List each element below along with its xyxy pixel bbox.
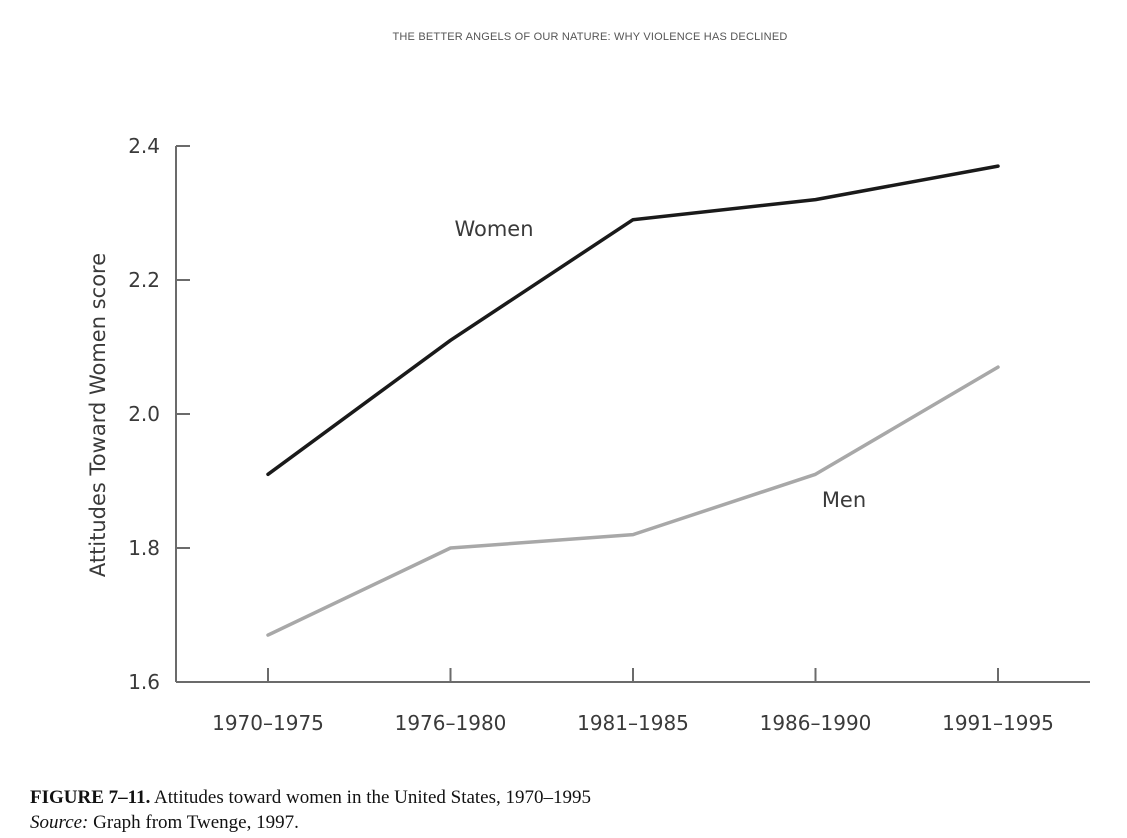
y-tick-label: 2.2	[128, 268, 160, 292]
x-tick-label: 1986–1990	[760, 711, 872, 735]
y-tick-label: 2.0	[128, 402, 160, 426]
y-tick-label: 1.8	[128, 536, 160, 560]
source-text: Graph from Twenge, 1997.	[88, 812, 299, 833]
series-line-women	[266, 164, 1000, 477]
y-axis-ticks: 1.6 1.8 2.0 2.2 2.4	[128, 134, 190, 694]
source-label: Source:	[30, 812, 89, 833]
x-tick-label: 1981–1985	[577, 711, 689, 735]
figure-number: FIGURE 7–11.	[30, 787, 151, 808]
source-line: Source: Graph from Twenge, 1997.	[30, 810, 591, 835]
series-line-men	[266, 365, 1000, 637]
caption-text: Attitudes toward women in the United Sta…	[150, 787, 592, 808]
attitudes-line-chart: 1.6 1.8 2.0 2.2 2.4 1970–1975 1976–1980 1981–1…	[86, 134, 1090, 735]
x-tick-label: 1976–1980	[395, 711, 507, 735]
running-head: THE BETTER ANGELS OF OUR NATURE: WHY VIO…	[392, 31, 788, 43]
x-tick-label: 1991–1995	[942, 711, 1054, 735]
y-tick-label: 1.6	[128, 670, 160, 694]
x-tick-label: 1970–1975	[212, 711, 324, 735]
series-label-men: Men	[822, 488, 866, 512]
y-tick-label: 2.4	[128, 134, 160, 158]
caption-line: FIGURE 7–11. Attitudes toward women in t…	[30, 785, 591, 810]
series-label-women: Women	[454, 217, 533, 241]
series-lines	[266, 164, 1000, 637]
figure-caption: FIGURE 7–11. Attitudes toward women in t…	[30, 785, 591, 835]
x-axis-ticks: 1970–1975 1976–1980 1981–1985 1986–1990 1991…	[212, 668, 1054, 735]
y-axis-title: Attitudes Toward Women score	[86, 253, 110, 577]
